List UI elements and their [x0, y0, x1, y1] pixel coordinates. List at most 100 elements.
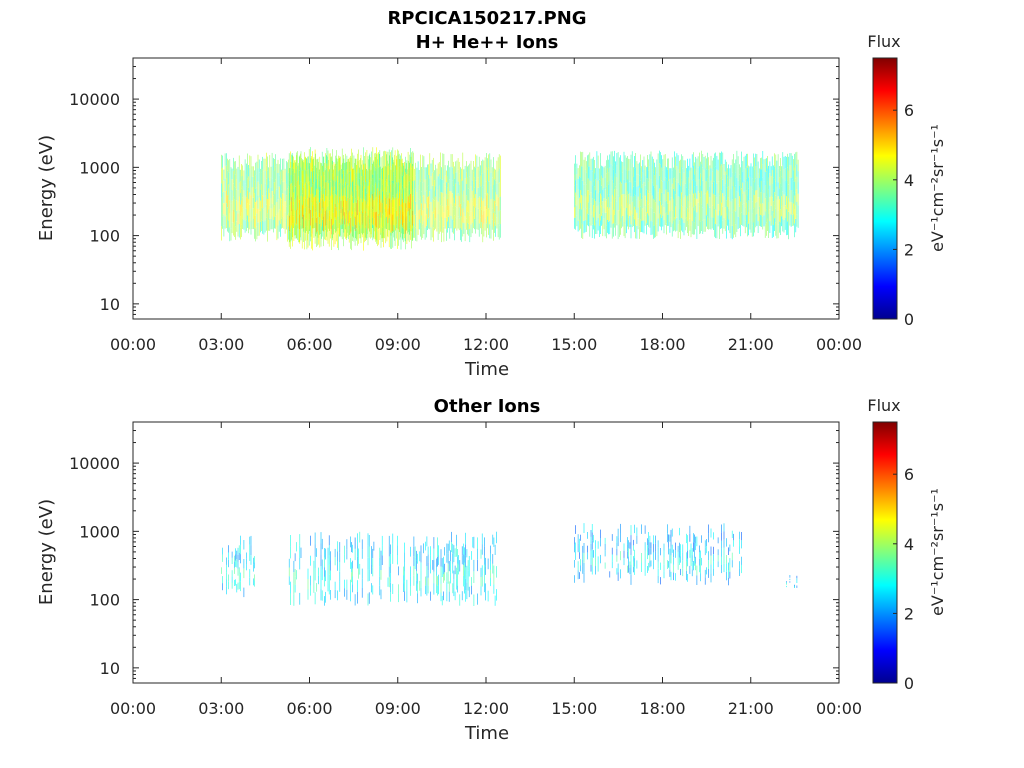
- spectrogram-cell: [483, 160, 485, 174]
- spectrogram-cell: [726, 161, 727, 175]
- spectrogram-cell: [357, 185, 359, 198]
- spectrogram-cell: [330, 169, 332, 181]
- spectrogram-cell: [594, 160, 595, 174]
- spectrogram-cell: [579, 572, 580, 579]
- spectrogram-cell: [689, 533, 691, 542]
- spectrogram-cell: [325, 225, 326, 240]
- spectrogram-cell: [416, 580, 417, 591]
- spectrogram-cell: [440, 192, 441, 206]
- spectrogram-cell: [330, 195, 331, 211]
- spectrogram-cell: [724, 219, 726, 232]
- spectrogram-cell: [686, 177, 687, 188]
- spectrogram-cell: [608, 159, 609, 173]
- spectrogram-cell: [464, 555, 465, 563]
- spectrogram-cell: [754, 182, 755, 195]
- spectrogram-cell: [467, 189, 468, 201]
- spectrogram-cell: [782, 152, 784, 166]
- spectrogram-cell: [579, 165, 580, 177]
- spectrogram-cell: [764, 224, 766, 238]
- spectrogram-cell: [683, 197, 685, 211]
- spectrogram-cell: [448, 581, 450, 592]
- spectrogram-cell: [458, 207, 460, 219]
- spectrogram-cell: [786, 582, 787, 584]
- spectrogram-cell: [354, 218, 355, 230]
- spectrogram-cell: [365, 152, 366, 168]
- spectrogram-cell: [407, 180, 408, 191]
- spectrogram-cell: [779, 210, 780, 222]
- spectrogram-cell: [327, 212, 329, 229]
- spectrogram-cell: [377, 173, 378, 189]
- spectrogram-cell: [370, 184, 371, 198]
- spectrogram-cell: [340, 176, 342, 189]
- spectrogram-cell: [338, 196, 340, 210]
- spectrogram-cell: [766, 184, 767, 197]
- spectrogram-cell: [747, 195, 748, 209]
- spectrogram-cell: [433, 227, 434, 242]
- spectrogram-cell: [297, 151, 298, 166]
- spectrogram-cell: [324, 163, 325, 176]
- spectrogram-cell: [449, 214, 451, 227]
- spectrogram-cell: [323, 201, 324, 217]
- spectrogram-cell: [442, 153, 444, 167]
- spectrogram-cell: [609, 571, 611, 578]
- spectrogram-cell: [648, 170, 649, 182]
- spectrogram-cell: [314, 207, 315, 218]
- spectrogram-cell: [298, 213, 300, 228]
- spectrogram-data: [221, 523, 798, 606]
- spectrogram-cell: [737, 216, 739, 229]
- spectrogram-cell: [473, 194, 474, 206]
- spectrogram-cell: [400, 196, 401, 211]
- spectrogram-cell: [576, 184, 578, 195]
- spectrogram-cell: [663, 154, 665, 168]
- spectrogram-cell: [460, 203, 461, 216]
- spectrogram-cell: [390, 573, 391, 583]
- spectrogram-cell: [465, 578, 466, 591]
- spectrogram-cell: [289, 180, 291, 193]
- spectrogram-cell: [297, 207, 299, 218]
- spectrogram-cell: [446, 591, 448, 602]
- spectrogram-cell: [656, 210, 658, 224]
- spectrogram-cell: [221, 183, 222, 198]
- spectrogram-cell: [384, 150, 385, 166]
- spectrogram-cell: [231, 551, 233, 558]
- spectrogram-cell: [347, 223, 349, 237]
- spectrogram-cell: [240, 554, 241, 564]
- spectrogram-cell: [297, 225, 298, 240]
- spectrogram-cell: [574, 575, 575, 583]
- spectrogram-cell: [757, 197, 759, 210]
- spectrogram-cell: [693, 179, 694, 194]
- spectrogram-cell: [600, 153, 601, 167]
- spectrogram-cell: [334, 217, 336, 231]
- spectrogram-cell: [659, 213, 660, 227]
- spectrogram-cell: [366, 164, 368, 180]
- spectrogram-cell: [634, 219, 635, 233]
- spectrogram-cell: [451, 531, 452, 542]
- spectrogram-cell: [275, 203, 276, 217]
- spectrogram-cell: [317, 224, 319, 238]
- spectrogram-cell: [281, 179, 282, 190]
- spectrogram-cell: [351, 542, 352, 553]
- spectrogram-cell: [586, 172, 587, 185]
- spectrogram-cell: [426, 556, 428, 566]
- spectrogram-cell: [227, 183, 228, 196]
- spectrogram-cell: [498, 168, 500, 183]
- spectrogram-cell: [305, 212, 306, 227]
- spectrogram-cell: [324, 214, 325, 227]
- spectrogram-cell: [676, 192, 678, 205]
- spectrogram-cell: [399, 226, 401, 240]
- spectrogram-cell: [337, 561, 338, 571]
- spectrogram-cell: [695, 156, 696, 169]
- spectrogram-cell: [364, 213, 365, 228]
- spectrogram-cell: [657, 166, 659, 180]
- spectrogram-cell: [398, 593, 399, 603]
- spectrogram-cell: [748, 177, 749, 189]
- spectrogram-cell: [610, 215, 612, 228]
- spectrogram-cell: [644, 185, 646, 196]
- spectrogram-cell: [739, 531, 740, 540]
- spectrogram-cell: [595, 223, 596, 234]
- spectrogram-cell: [593, 534, 594, 543]
- spectrogram-cell: [703, 169, 705, 182]
- spectrogram-cell: [348, 200, 350, 215]
- spectrogram-cell: [408, 172, 409, 185]
